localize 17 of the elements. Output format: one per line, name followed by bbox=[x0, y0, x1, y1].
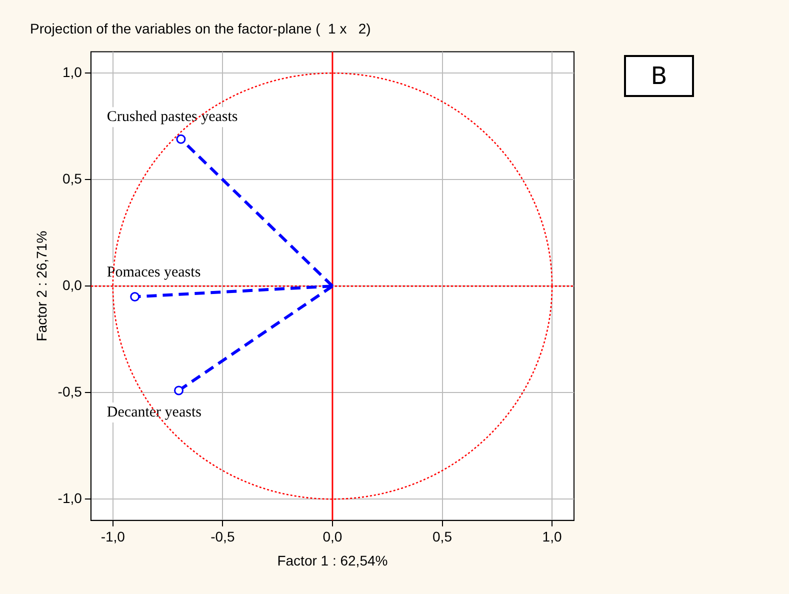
series-label: Pomaces yeasts bbox=[106, 264, 201, 281]
y-tick-label: -1,0 bbox=[58, 490, 82, 506]
text: B bbox=[624, 55, 694, 97]
x-tick-label: -1,0 bbox=[100, 528, 126, 545]
chart-title: Projection of the variables on the factor-plane ( 1 x 2) bbox=[30, 20, 371, 36]
y-tick-label: 0,0 bbox=[62, 276, 82, 293]
y-axis-title: Factor 2 : 26,71% bbox=[33, 230, 50, 342]
series-label: Crushed pastes yeasts bbox=[106, 109, 238, 126]
x-tick-label: 0,0 bbox=[322, 528, 342, 545]
y-tick-label: 0,5 bbox=[62, 170, 82, 186]
series-label: Decanter yeasts bbox=[106, 404, 202, 420]
y-tick-label: -0,5 bbox=[58, 383, 82, 400]
x-tick-label: -0,5 bbox=[210, 528, 235, 545]
x-tick-label: 0,5 bbox=[432, 528, 452, 545]
y-tick-label: 1,0 bbox=[62, 64, 82, 80]
x-axis-title: Factor 1 : 62,54% bbox=[277, 552, 388, 568]
x-tick-label: 1,0 bbox=[542, 528, 562, 545]
